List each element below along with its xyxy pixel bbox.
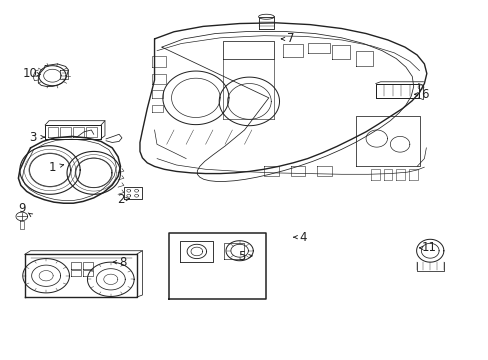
Text: 11: 11 <box>421 241 436 255</box>
Text: 4: 4 <box>299 231 306 244</box>
Text: 8: 8 <box>119 256 126 269</box>
Text: 9: 9 <box>18 202 25 215</box>
Text: 5: 5 <box>238 250 245 263</box>
Text: 7: 7 <box>286 32 294 45</box>
Text: 10: 10 <box>23 67 38 80</box>
Text: 3: 3 <box>29 131 37 144</box>
Text: 6: 6 <box>420 88 427 101</box>
Text: 1: 1 <box>49 161 56 174</box>
Text: 2: 2 <box>117 193 124 206</box>
